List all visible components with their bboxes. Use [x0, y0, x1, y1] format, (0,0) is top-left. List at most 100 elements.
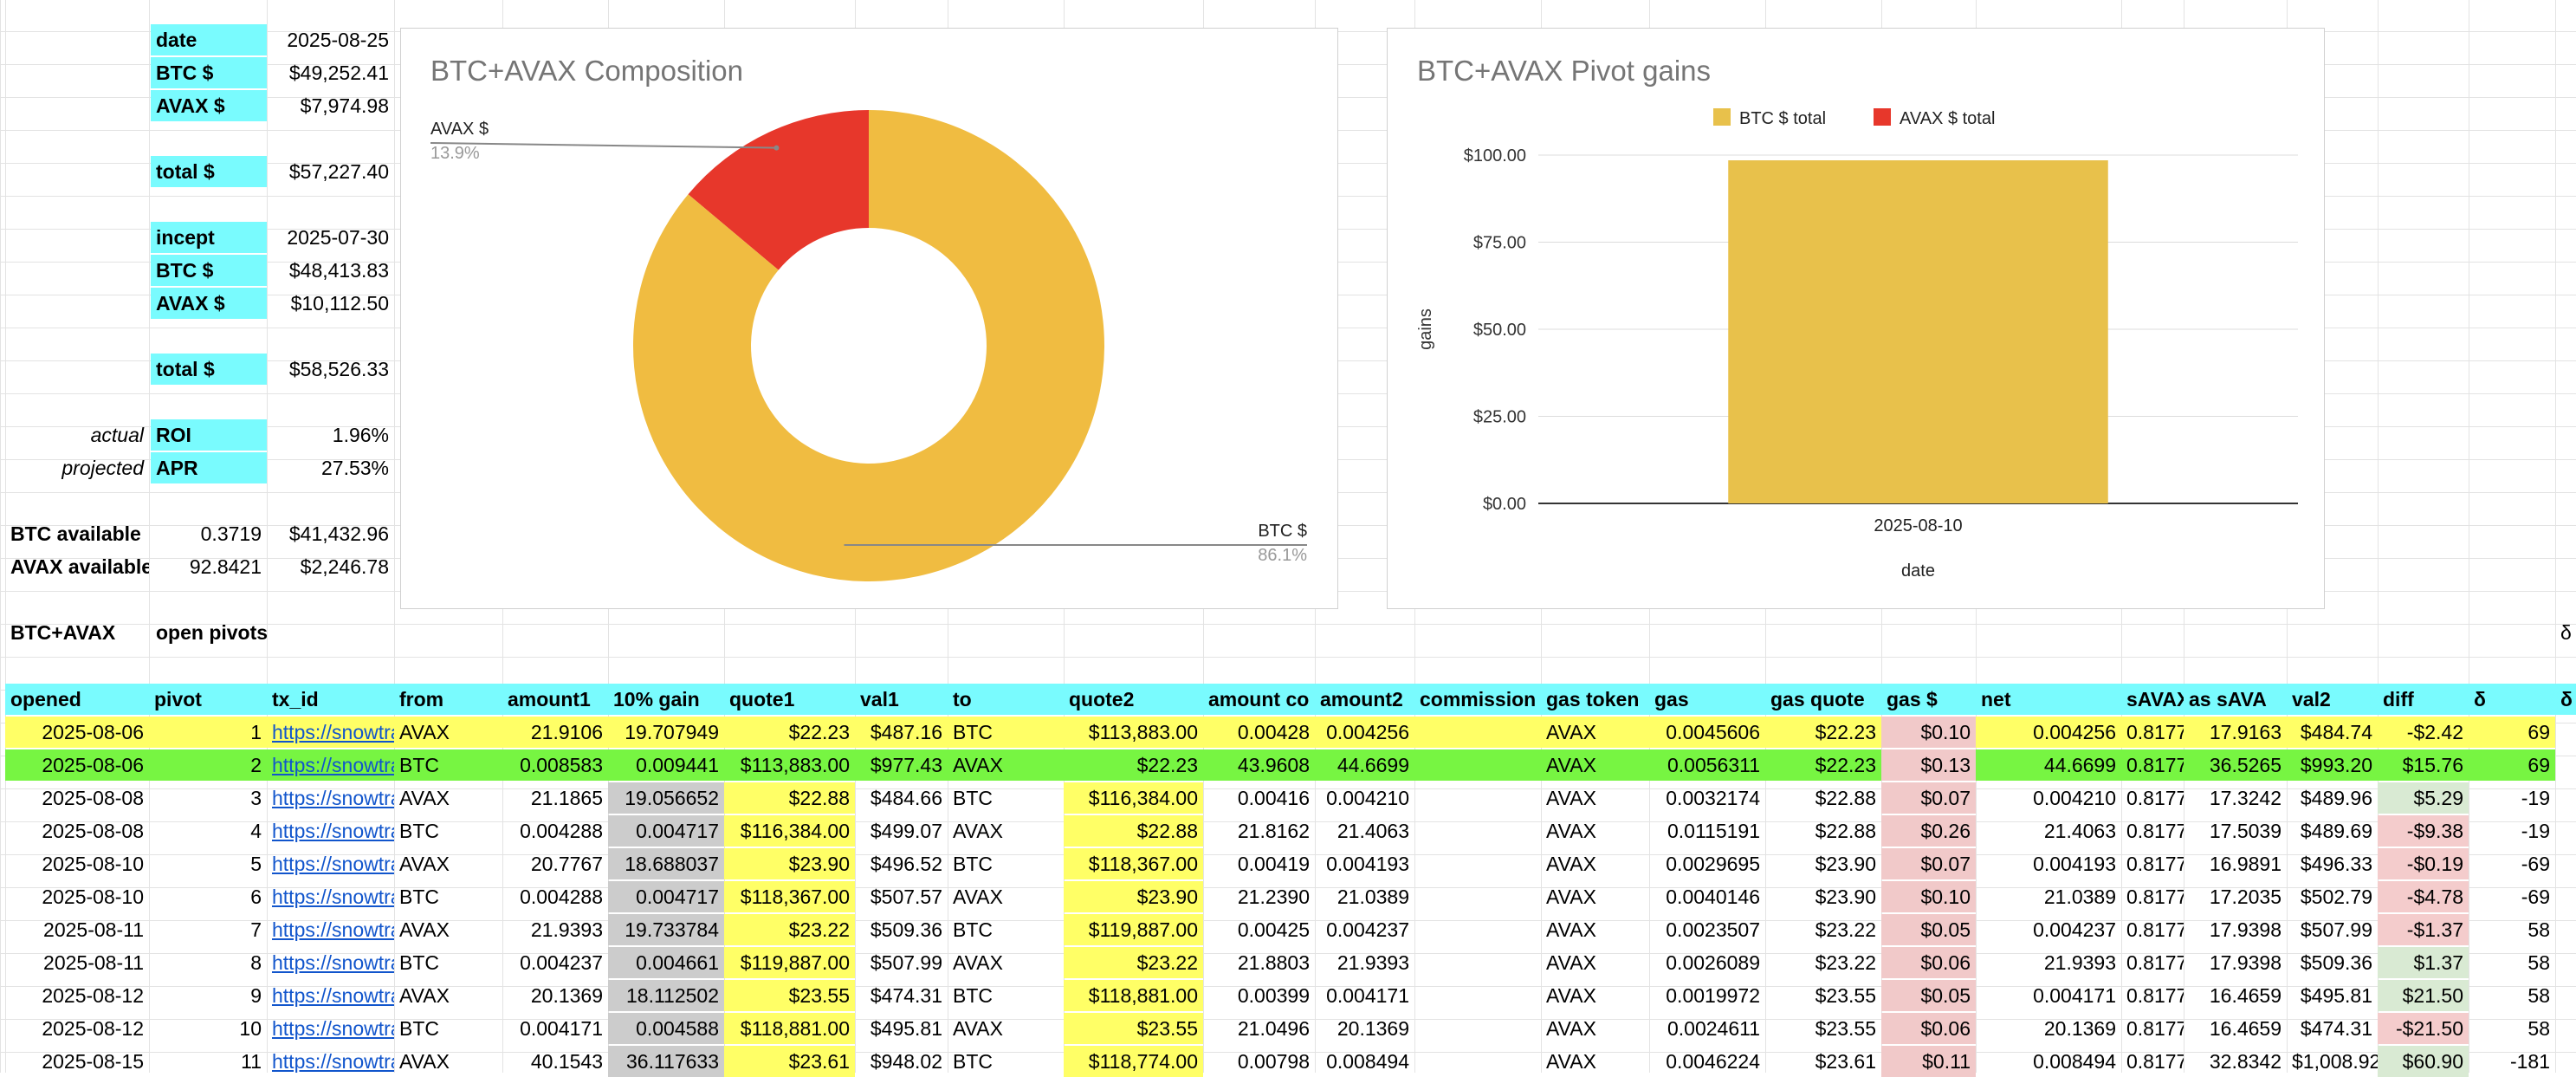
- table-cell[interactable]: 0.0115191: [1667, 820, 1760, 842]
- table-cell[interactable]: $0.06: [1881, 947, 1976, 978]
- btc-available-amount[interactable]: 0.3719: [200, 522, 262, 545]
- table-cell[interactable]: $23.22: [1064, 947, 1203, 978]
- table-cell[interactable]: 19.733784: [608, 914, 724, 945]
- table-cell[interactable]: 21.0389: [2043, 886, 2116, 908]
- table-cell[interactable]: AVAX: [1546, 918, 1596, 941]
- table-cell[interactable]: 21.8803: [1237, 951, 1310, 974]
- table-cell[interactable]: AVAX: [1541, 717, 1649, 748]
- column-header[interactable]: 10% gain: [608, 684, 724, 715]
- table-cell[interactable]: 21.9393: [530, 918, 603, 941]
- column-header[interactable]: amount co: [1203, 684, 1315, 715]
- avax-available-amount[interactable]: 92.8421: [189, 555, 262, 578]
- table-cell[interactable]: [1414, 1013, 1541, 1044]
- table-cell[interactable]: 6: [250, 886, 262, 908]
- table-cell[interactable]: 0.004193: [1326, 853, 1409, 875]
- table-cell[interactable]: 0.004661: [608, 947, 724, 978]
- table-cell[interactable]: [1414, 881, 1541, 912]
- table-cell[interactable]: 0.004717: [608, 881, 724, 912]
- table-cell[interactable]: -$2.42: [2378, 717, 2469, 748]
- table-cell[interactable]: $113,883.00: [1064, 717, 1203, 748]
- table-cell[interactable]: $0.11: [1881, 1046, 1976, 1077]
- table-cell[interactable]: $509.36: [2300, 951, 2372, 974]
- table-cell[interactable]: 21.2390: [1237, 886, 1310, 908]
- table-cell[interactable]: AVAX: [953, 820, 1003, 842]
- table-cell[interactable]: $116,384.00: [724, 815, 855, 847]
- table-cell[interactable]: 0.0040146: [1666, 886, 1760, 908]
- table-cell[interactable]: 17.2035: [2209, 886, 2282, 908]
- table-cell[interactable]: 17.9163: [2184, 717, 2287, 748]
- table-cell[interactable]: 0.8177: [2126, 886, 2184, 908]
- btc-available-value[interactable]: $41,432.96: [288, 522, 389, 545]
- table-cell[interactable]: $1,008.92: [2292, 1050, 2378, 1073]
- table-cell[interactable]: 0.8177: [2126, 820, 2184, 842]
- table-cell[interactable]: 0.8177: [2126, 984, 2184, 1007]
- table-cell[interactable]: 2025-08-10: [42, 853, 144, 875]
- table-cell[interactable]: 0.00425: [1237, 918, 1310, 941]
- table-cell[interactable]: $23.61: [1815, 1050, 1876, 1073]
- table-cell[interactable]: $23.90: [1815, 853, 1876, 875]
- table-cell[interactable]: 21.4063: [2043, 820, 2116, 842]
- column-header[interactable]: δ: [2555, 684, 2576, 715]
- table-cell[interactable]: 0.00419: [1237, 853, 1310, 875]
- table-cell[interactable]: 0.8177: [2126, 1017, 2184, 1040]
- table-cell[interactable]: $22.23: [1064, 749, 1203, 781]
- table-cell[interactable]: BTC: [399, 1017, 439, 1040]
- table-cell[interactable]: [1414, 749, 1541, 781]
- table-cell[interactable]: 0.0023507: [1666, 918, 1760, 941]
- table-cell[interactable]: 0.004588: [608, 1013, 724, 1044]
- table-cell[interactable]: $0.07: [1881, 848, 1976, 879]
- table-cell[interactable]: $22.88: [1815, 820, 1876, 842]
- table-cell[interactable]: $507.57: [870, 886, 942, 908]
- summary-incept-avax-value[interactable]: $10,112.50: [290, 292, 389, 315]
- table-cell[interactable]: $495.81: [2300, 984, 2372, 1007]
- summary-incept-value[interactable]: 2025-07-30: [287, 226, 389, 249]
- table-cell[interactable]: 0.8177: [2126, 787, 2184, 809]
- table-cell[interactable]: AVAX: [1546, 951, 1596, 974]
- table-cell[interactable]: 0.0026089: [1666, 951, 1760, 974]
- table-cell[interactable]: [1414, 980, 1541, 1011]
- table-cell[interactable]: BTC: [953, 787, 993, 809]
- tx-link[interactable]: https://snowtrace.io: [272, 1050, 394, 1073]
- pivot-gains-chart[interactable]: BTC+AVAX Pivot gains $0.00 $25.00 $50.00 $7…: [1387, 28, 2325, 609]
- column-header[interactable]: val1: [855, 684, 948, 715]
- table-cell[interactable]: $0.10: [1881, 717, 1976, 748]
- table-cell[interactable]: $113,883.00: [724, 749, 855, 781]
- tx-link[interactable]: https://snowtrace.io: [272, 951, 394, 974]
- table-cell[interactable]: -19: [2521, 787, 2550, 809]
- table-cell[interactable]: 0.8177: [2121, 717, 2184, 748]
- table-cell[interactable]: 16.4659: [2209, 1017, 2282, 1040]
- table-cell[interactable]: $22.88: [1064, 815, 1203, 847]
- table-cell[interactable]: 0.004171: [1326, 984, 1409, 1007]
- table-cell[interactable]: $119,887.00: [724, 947, 855, 978]
- table-cell[interactable]: -19: [2521, 820, 2550, 842]
- table-cell[interactable]: AVAX: [953, 1017, 1003, 1040]
- column-header[interactable]: gas token: [1541, 684, 1649, 715]
- table-cell[interactable]: BTC: [953, 918, 993, 941]
- roi-value[interactable]: 1.96%: [332, 424, 389, 446]
- table-cell[interactable]: 19.707949: [608, 717, 724, 748]
- table-cell[interactable]: 44.6699: [1315, 749, 1414, 781]
- table-cell[interactable]: $23.22: [724, 914, 855, 945]
- table-cell[interactable]: $22.23: [1765, 749, 1881, 781]
- table-cell[interactable]: 0.004717: [608, 815, 724, 847]
- table-cell[interactable]: 2025-08-12: [42, 1017, 144, 1040]
- table-cell[interactable]: 8: [250, 951, 262, 974]
- table-cell[interactable]: 2: [149, 749, 267, 781]
- table-cell[interactable]: 0.0029695: [1666, 853, 1760, 875]
- table-cell[interactable]: $489.96: [2300, 787, 2372, 809]
- table-cell[interactable]: [1414, 782, 1541, 814]
- column-header[interactable]: quote2: [1064, 684, 1203, 715]
- column-header[interactable]: diff: [2378, 684, 2469, 715]
- table-cell[interactable]: 21.8162: [1237, 820, 1310, 842]
- table-cell[interactable]: 17.9398: [2209, 951, 2282, 974]
- table-cell[interactable]: BTC: [948, 717, 1064, 748]
- table-cell[interactable]: 58: [2527, 918, 2550, 941]
- table-cell[interactable]: 18.112502: [608, 980, 724, 1011]
- table-cell[interactable]: $948.02: [870, 1050, 942, 1073]
- table-cell[interactable]: $474.31: [2300, 1017, 2372, 1040]
- table-cell[interactable]: $23.90: [724, 848, 855, 879]
- table-cell[interactable]: 21.9393: [2043, 951, 2116, 974]
- table-cell[interactable]: BTC: [394, 749, 502, 781]
- table-cell[interactable]: [1414, 848, 1541, 879]
- table-cell[interactable]: $0.05: [1881, 980, 1976, 1011]
